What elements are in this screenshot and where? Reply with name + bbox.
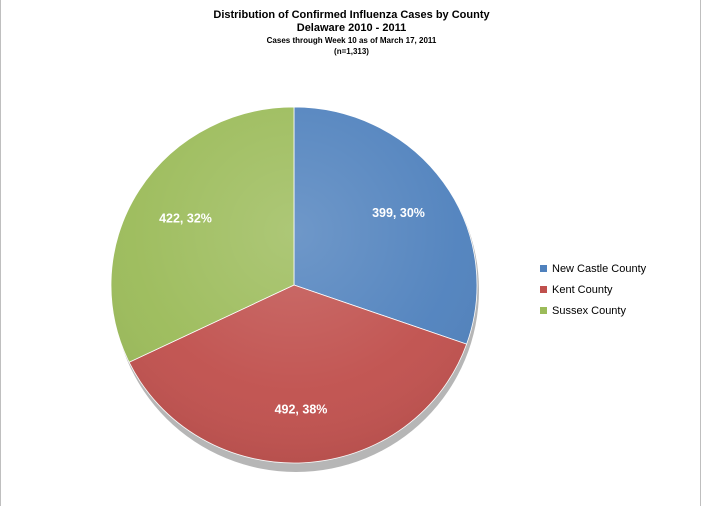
chart-subtitle: Delaware 2010 - 2011: [296, 22, 407, 34]
data-label-new-castle: 399, 30%: [372, 206, 425, 220]
legend-swatch-kent: [540, 286, 547, 293]
legend-label: Kent County: [552, 283, 613, 296]
legend-swatch-sussex: [540, 307, 547, 314]
legend-item-kent: Kent County: [540, 279, 646, 300]
legend-swatch-new-castle: [540, 265, 547, 272]
data-label-kent: 492, 38%: [275, 402, 328, 416]
chart-subtitle-n: (n=1,313): [334, 47, 369, 56]
chart-subtitle-cases: Cases through Week 10 as of March 17, 20…: [266, 36, 437, 45]
legend-item-sussex: Sussex County: [540, 300, 646, 321]
legend-item-new-castle: New Castle County: [540, 258, 646, 279]
legend: New Castle County Kent County Sussex Cou…: [540, 258, 646, 321]
chart-title: Distribution of Confirmed Influenza Case…: [213, 9, 490, 21]
chart-titles: Distribution of Confirmed Influenza Case…: [0, 9, 703, 57]
data-label-sussex: 422, 32%: [159, 212, 212, 226]
legend-label: Sussex County: [552, 304, 626, 317]
pie-data-labels: 399, 30% 492, 38% 422, 32%: [159, 206, 425, 416]
legend-label: New Castle County: [552, 262, 647, 275]
